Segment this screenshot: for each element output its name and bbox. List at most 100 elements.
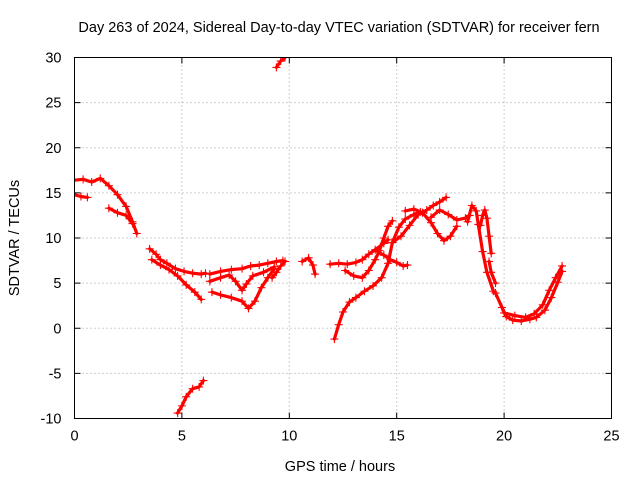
data-point bbox=[377, 273, 386, 282]
y-tick-label: -10 bbox=[41, 412, 62, 428]
data-point bbox=[530, 309, 539, 318]
data-point bbox=[491, 279, 500, 288]
data-point bbox=[197, 295, 206, 304]
data-point bbox=[364, 250, 373, 259]
series-arc-16 bbox=[373, 247, 412, 270]
data-point bbox=[246, 261, 255, 270]
y-tick-label: 20 bbox=[45, 141, 61, 157]
data-point bbox=[145, 244, 154, 253]
data-point bbox=[401, 206, 410, 215]
data-point bbox=[491, 289, 500, 298]
data-point bbox=[487, 249, 496, 258]
data-point bbox=[308, 261, 317, 270]
data-point bbox=[83, 193, 92, 202]
data-point bbox=[386, 255, 395, 264]
data-point bbox=[405, 221, 414, 230]
data-point bbox=[216, 290, 225, 299]
data-point bbox=[255, 261, 264, 270]
data-point bbox=[272, 257, 281, 266]
series-arc-5 bbox=[147, 255, 206, 304]
data-point bbox=[180, 267, 189, 276]
data-point bbox=[435, 206, 444, 215]
data-point bbox=[384, 222, 393, 231]
data-point bbox=[485, 232, 494, 241]
series-arc-1 bbox=[74, 174, 141, 238]
data-point bbox=[270, 262, 279, 271]
data-point bbox=[281, 257, 290, 266]
data-point bbox=[482, 214, 491, 223]
data-point bbox=[422, 206, 431, 215]
x-tick-label: 15 bbox=[389, 429, 405, 445]
data-point bbox=[463, 217, 472, 226]
data-point bbox=[205, 277, 214, 286]
data-point bbox=[343, 260, 352, 269]
data-point bbox=[195, 382, 204, 391]
data-point bbox=[485, 257, 494, 266]
data-point bbox=[394, 223, 403, 232]
data-point bbox=[341, 266, 350, 275]
series-arc-9 bbox=[205, 262, 279, 295]
data-point bbox=[171, 264, 180, 273]
series-line bbox=[403, 207, 459, 243]
data-point bbox=[276, 57, 285, 66]
series-arc-22 bbox=[485, 257, 500, 288]
data-point bbox=[388, 238, 397, 247]
series-arc-3 bbox=[104, 204, 137, 228]
data-point bbox=[242, 280, 251, 289]
data-point bbox=[476, 221, 485, 230]
series-arc-18 bbox=[401, 205, 461, 245]
data-point bbox=[439, 236, 448, 245]
series-arc-8 bbox=[207, 264, 279, 313]
data-point bbox=[162, 259, 171, 268]
data-point bbox=[79, 175, 88, 184]
axes: 0 5 10 15 20 25 -10 -5 0 5 10 15 20 25 30 bbox=[41, 51, 620, 445]
data-point bbox=[87, 178, 96, 187]
data-point bbox=[173, 271, 182, 280]
data-point bbox=[384, 235, 393, 244]
data-point bbox=[373, 247, 382, 256]
data-point bbox=[231, 277, 240, 286]
x-tick-label: 20 bbox=[496, 429, 512, 445]
data-point bbox=[263, 259, 272, 268]
y-tick-label: 10 bbox=[45, 231, 61, 247]
data-point bbox=[521, 313, 530, 322]
data-point bbox=[272, 268, 281, 277]
data-point bbox=[304, 253, 313, 262]
data-point bbox=[152, 250, 161, 259]
series-line bbox=[148, 247, 208, 276]
grid bbox=[74, 57, 612, 419]
data-point bbox=[250, 297, 259, 306]
data-point bbox=[349, 271, 358, 280]
data-point bbox=[165, 265, 174, 274]
data-point bbox=[334, 320, 343, 329]
data-point bbox=[358, 255, 367, 264]
series-arc-4 bbox=[145, 244, 210, 279]
data-point bbox=[244, 304, 253, 313]
data-point bbox=[259, 268, 268, 277]
data-point bbox=[478, 211, 487, 220]
plot-area bbox=[74, 57, 567, 418]
data-point bbox=[472, 206, 481, 215]
data-point bbox=[351, 293, 360, 302]
data-point bbox=[360, 287, 369, 296]
y-axis-label: SDTVAR / TECUs bbox=[7, 180, 23, 296]
data-point bbox=[197, 270, 206, 279]
data-point bbox=[272, 63, 281, 72]
data-point bbox=[345, 298, 354, 307]
x-tick-label: 5 bbox=[178, 429, 186, 445]
series-arc-10 bbox=[268, 257, 290, 282]
data-point bbox=[364, 266, 373, 275]
data-point bbox=[238, 297, 247, 306]
data-point bbox=[122, 202, 131, 211]
data-point bbox=[396, 232, 405, 241]
data-point bbox=[227, 293, 236, 302]
data-point bbox=[177, 401, 186, 410]
data-point bbox=[257, 283, 266, 292]
y-tick-label: 15 bbox=[45, 186, 61, 202]
data-point bbox=[442, 193, 451, 202]
data-point bbox=[467, 201, 476, 210]
data-point bbox=[248, 271, 257, 280]
y-tick-label: 25 bbox=[45, 96, 61, 112]
